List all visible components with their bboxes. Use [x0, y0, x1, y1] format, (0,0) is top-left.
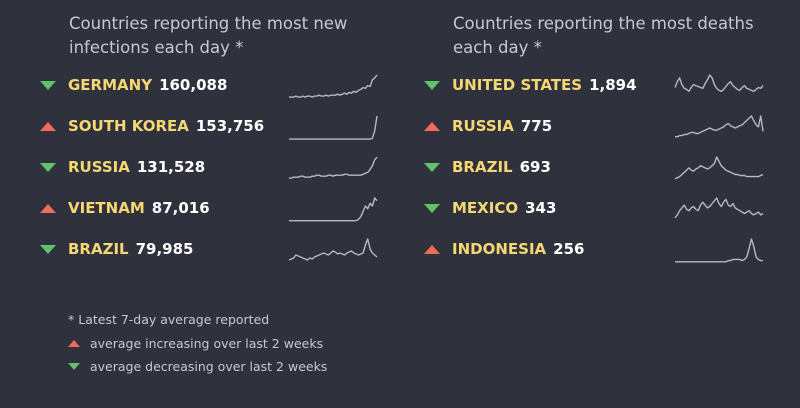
- country-value: 256: [553, 240, 585, 258]
- table-row: UNITED STATES 1,894: [424, 73, 784, 99]
- table-row: VIETNAM 87,016: [40, 196, 400, 222]
- table-row: BRAZIL 693: [424, 155, 784, 181]
- table-row: RUSSIA 131,528: [40, 155, 400, 181]
- down-triangle-icon: [424, 204, 440, 213]
- country-name: GERMANY: [68, 76, 153, 94]
- up-triangle-icon: [40, 122, 56, 131]
- country-name: VIETNAM: [68, 199, 145, 217]
- country-value: 160,088: [159, 76, 228, 94]
- sparkline-series: [289, 115, 378, 140]
- row-label: BRAZIL 693: [452, 158, 551, 176]
- country-name: SOUTH KOREA: [68, 117, 189, 135]
- row-label: SOUTH KOREA 153,756: [68, 117, 264, 135]
- table-row: SOUTH KOREA 153,756: [40, 114, 400, 140]
- country-value: 693: [519, 158, 551, 176]
- row-label: MEXICO 343: [452, 199, 556, 217]
- row-label: VIETNAM 87,016: [68, 199, 210, 217]
- row-label: INDONESIA 256: [452, 240, 584, 258]
- country-value: 131,528: [136, 158, 206, 176]
- row-label: UNITED STATES 1,894: [452, 76, 637, 94]
- country-name: UNITED STATES: [452, 76, 583, 94]
- footnote: * Latest 7-day average reported: [68, 312, 270, 327]
- sparkline: [674, 156, 764, 180]
- table-row: GERMANY 160,088: [40, 73, 400, 99]
- country-name: BRAZIL: [452, 158, 513, 176]
- sparkline: [289, 197, 378, 222]
- sparkline: [674, 74, 764, 92]
- sparkline-series: [674, 197, 764, 219]
- row-label: GERMANY 160,088: [68, 76, 227, 94]
- row-label: RUSSIA 775: [452, 117, 552, 135]
- row-label: BRAZIL 79,985: [68, 240, 194, 258]
- sparkline: [288, 238, 378, 261]
- infections-title: Countries reporting the most new infecti…: [69, 14, 348, 57]
- legend-decreasing-label: average decreasing over last 2 weeks: [90, 359, 328, 374]
- sparkline-series: [675, 115, 764, 138]
- table-row: RUSSIA 775: [424, 114, 784, 140]
- sparkline: [289, 115, 378, 140]
- country-name: BRAZIL: [68, 240, 129, 258]
- sparkline-series: [674, 74, 764, 92]
- sparkline-series: [289, 197, 378, 222]
- sparkline-series: [289, 74, 378, 98]
- down-triangle-icon: [40, 81, 56, 90]
- sparkline-series: [674, 156, 764, 180]
- sparkline: [289, 74, 378, 98]
- down-triangle-icon: [424, 81, 440, 90]
- down-triangle-icon: [424, 163, 440, 172]
- legend-increasing-label: average increasing over last 2 weeks: [90, 336, 324, 351]
- legend-increasing: average increasing over last 2 weeks: [68, 336, 323, 351]
- up-triangle-icon: [40, 204, 56, 213]
- up-triangle-icon: [68, 340, 80, 347]
- down-triangle-icon: [40, 163, 56, 172]
- country-name: INDONESIA: [452, 240, 547, 258]
- country-value: 87,016: [151, 199, 210, 217]
- sparkline-series: [288, 238, 378, 261]
- sparkline-series: [675, 238, 763, 263]
- up-triangle-icon: [424, 245, 440, 254]
- country-value: 1,894: [589, 76, 637, 94]
- country-value: 343: [525, 199, 557, 217]
- sparkline: [675, 115, 764, 138]
- legend-decreasing: average decreasing over last 2 weeks: [68, 359, 327, 374]
- sparkline: [675, 238, 763, 263]
- country-value: 775: [520, 117, 553, 135]
- sparkline: [289, 156, 378, 179]
- country-name: RUSSIA: [68, 158, 130, 176]
- down-triangle-icon: [68, 363, 80, 370]
- table-row: INDONESIA 256: [424, 237, 784, 263]
- country-name: MEXICO: [452, 199, 519, 217]
- sparkline: [674, 197, 764, 219]
- table-row: MEXICO 343: [424, 196, 784, 222]
- country-value: 153,756: [195, 117, 265, 135]
- country-name: RUSSIA: [452, 117, 514, 135]
- up-triangle-icon: [424, 122, 440, 131]
- table-row: BRAZIL 79,985: [40, 237, 400, 263]
- country-value: 79,985: [135, 240, 194, 258]
- deaths-title: Countries reporting the most deaths each…: [453, 14, 754, 57]
- down-triangle-icon: [40, 245, 56, 254]
- row-label: RUSSIA 131,528: [68, 158, 205, 176]
- sparkline-series: [289, 156, 378, 179]
